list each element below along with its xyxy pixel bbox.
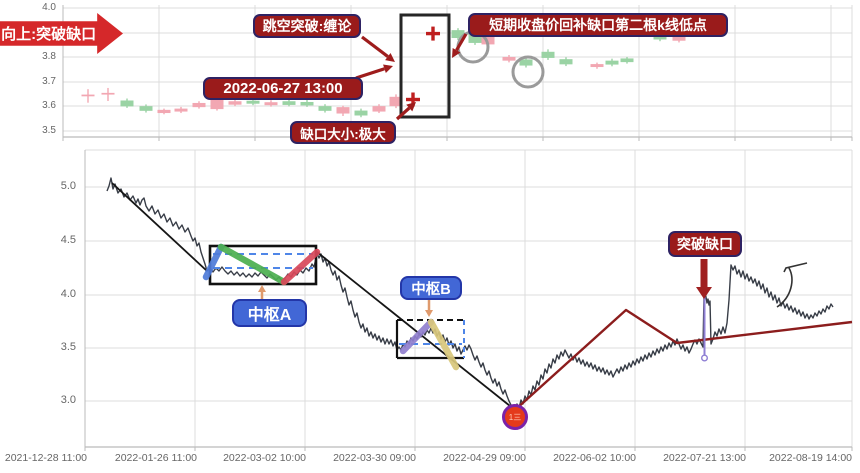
candle — [502, 56, 516, 61]
candle — [481, 33, 495, 45]
candle — [101, 92, 115, 95]
highlight-circle — [511, 55, 545, 89]
candle — [354, 110, 368, 116]
candle — [192, 102, 206, 108]
up-breakout-gap-label: 向上:突破缺口 — [1, 26, 97, 43]
arrow-head — [383, 64, 393, 74]
short-term-closefill-label: 短期收盘价回补缺口第二根k线低点 — [468, 13, 728, 37]
arrow-head — [425, 310, 433, 317]
candle — [590, 64, 604, 68]
candle — [541, 51, 555, 58]
candle — [157, 109, 171, 114]
buy-point-marker-text: 1三 — [508, 412, 522, 422]
arrow-head — [452, 47, 461, 58]
candle — [372, 106, 386, 112]
spike-end-marker — [701, 354, 709, 362]
candle — [228, 101, 242, 105]
pivot-a-label: 中枢A — [232, 299, 307, 327]
candle — [210, 97, 224, 110]
candle — [264, 102, 278, 106]
candle — [139, 106, 153, 111]
candle — [389, 96, 403, 107]
price-line — [106, 177, 834, 412]
candle — [451, 30, 465, 39]
candle — [620, 58, 634, 63]
candle — [282, 101, 296, 105]
candle — [468, 31, 482, 43]
arrow-head — [258, 285, 266, 292]
candle — [519, 59, 533, 66]
candle — [120, 100, 134, 107]
gap-size-label: 缺口大小:极大 — [290, 121, 396, 144]
candle — [336, 107, 350, 114]
candle — [300, 101, 314, 106]
candle — [605, 60, 619, 65]
gap-breakout-chanlun-label: 跳空突破:缠论 — [253, 14, 361, 38]
arrow-head — [385, 52, 395, 62]
uptrend-line — [514, 308, 853, 411]
arrow-head — [696, 287, 712, 299]
candle — [653, 34, 667, 40]
j-curve-annotation — [776, 262, 808, 308]
arrow-head — [406, 102, 416, 112]
buy-point-marker: 1三 — [502, 404, 528, 430]
candle — [174, 108, 188, 112]
breakout-gap-label: 突破缺口 — [668, 231, 742, 257]
gap-rectangle — [399, 13, 451, 119]
gap-datetime-label: 2022-06-27 13:00 — [203, 77, 363, 100]
candle — [246, 100, 260, 104]
candle — [318, 106, 332, 111]
candle — [559, 59, 573, 65]
pivot-b-label: 中枢B — [400, 276, 462, 300]
candle — [81, 94, 95, 97]
candle — [672, 35, 686, 41]
